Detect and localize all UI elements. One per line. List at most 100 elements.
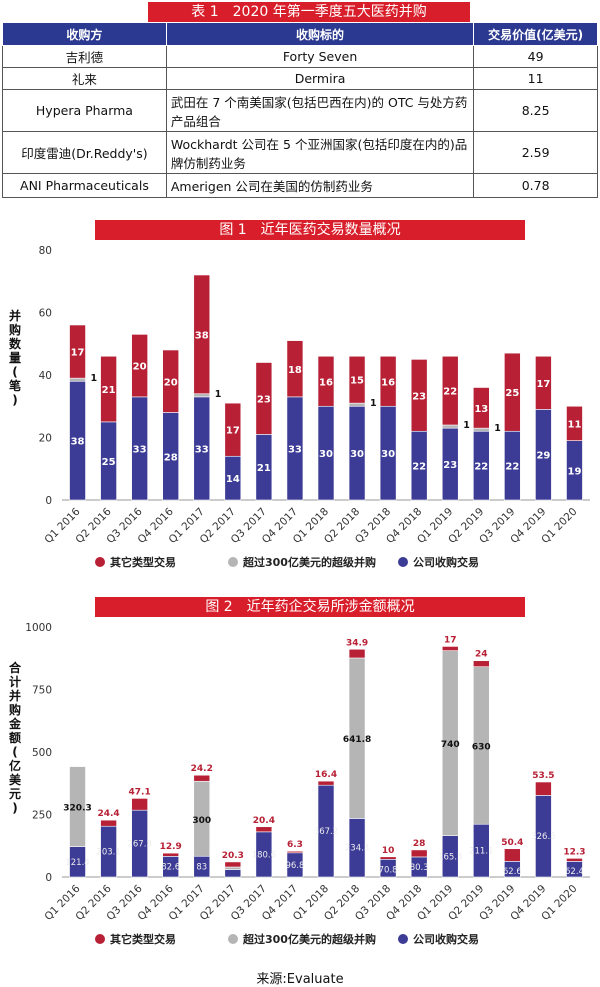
bar-segment xyxy=(224,402,242,457)
legend-marker xyxy=(398,934,408,944)
bar-segment xyxy=(100,355,117,423)
bar-segment xyxy=(379,856,397,860)
bar-segment xyxy=(100,819,117,827)
y-axis-label: 量 xyxy=(9,351,21,365)
bar-data-label: 6.3 xyxy=(287,840,303,850)
y-axis-label: 元 xyxy=(9,787,21,801)
bar-data-label: 23 xyxy=(443,460,457,471)
bar-data-label: 20.4 xyxy=(253,816,275,826)
table-row: 吉利德 Forty Seven 49 xyxy=(2,45,598,68)
chart2-title: 图 2 近年药企交易所涉金额概况 xyxy=(95,597,525,617)
bar-data-label: 234.3 xyxy=(345,844,369,854)
y-tick-label: 0 xyxy=(45,495,52,507)
bar-segment xyxy=(535,781,552,796)
bar-data-label: 1 xyxy=(91,373,98,384)
acquirer-cell: 吉利德 xyxy=(2,45,167,68)
bar-segment xyxy=(317,780,335,786)
legend-marker xyxy=(228,934,238,944)
deals-table: 收购方 收购标的 交易价值(亿美元) 吉利德 Forty Seven 49 礼来… xyxy=(2,22,598,198)
y-axis-label: ( xyxy=(12,745,17,759)
target-cell: 武田在 7 个南美国家(包括巴西在内)的 OTC 与处方药产品组合 xyxy=(165,89,475,132)
bar-segment xyxy=(286,340,304,398)
table-row: 礼来 Dermira 11 xyxy=(2,67,598,90)
bar-data-label: 22 xyxy=(443,387,457,398)
bar-data-label: 10 xyxy=(382,846,395,856)
y-tick-label: 500 xyxy=(32,747,52,759)
table-title: 表 1 2020 年第一季度五大医药并购 xyxy=(148,2,470,22)
bar-data-label: 20.3 xyxy=(222,851,244,861)
bar-data-label: 24.4 xyxy=(97,809,119,819)
bar-data-label: 30 xyxy=(381,449,395,460)
table-row: 印度雷迪(Dr.Reddy's) Wockhardt 公司在 5 个亚洲国家(包… xyxy=(2,131,598,174)
bar-segment xyxy=(441,355,459,426)
bar-data-label: 17 xyxy=(444,635,457,645)
y-axis-label: 数 xyxy=(9,336,22,351)
bar-segment xyxy=(535,355,552,410)
target-cell: Wockhardt 公司在 5 个亚洲国家(包括印度在内的)品牌仿制药业务 xyxy=(165,131,475,174)
bar-data-label: 16 xyxy=(319,377,333,388)
bar-data-label: 33 xyxy=(133,444,147,455)
y-axis-label: 额 xyxy=(9,730,21,745)
bar-data-label: 62.4 xyxy=(565,867,584,877)
bar-data-label: 20 xyxy=(133,362,147,373)
bar-segment xyxy=(162,349,180,413)
target-cell: Forty Seven xyxy=(165,45,475,68)
bar-data-label: 1 xyxy=(370,398,377,409)
value-cell: 11 xyxy=(473,67,598,90)
bar-data-label: 62.6 xyxy=(503,867,522,877)
acquirer-cell: 印度雷迪(Dr.Reddy's) xyxy=(2,131,167,174)
y-axis-label: 金 xyxy=(8,716,22,731)
y-axis-label: 购 xyxy=(9,322,21,337)
bar-data-label: 121.4 xyxy=(65,858,89,868)
bar-data-label: 1 xyxy=(494,423,501,434)
bar-data-label: 38 xyxy=(195,330,209,341)
value-cell: 49 xyxy=(473,45,598,68)
bar-segment xyxy=(504,848,521,862)
bar-segment xyxy=(224,866,242,870)
y-tick-label: 60 xyxy=(39,308,52,320)
bar-data-label: 12.9 xyxy=(160,842,182,852)
bar-data-label: 25 xyxy=(102,457,116,468)
bar-data-label: 28 xyxy=(413,839,426,849)
bar-data-label: 20 xyxy=(164,377,178,388)
bar-segment xyxy=(504,352,521,432)
bar-data-label: 22 xyxy=(412,462,426,473)
bar-data-label: 1 xyxy=(463,420,470,431)
bar-segment xyxy=(193,393,211,398)
legend-label: 超过300亿美元的超级并购 xyxy=(242,555,376,569)
acquirer-cell: 礼来 xyxy=(2,67,167,90)
bar-segment xyxy=(410,359,428,432)
bar-data-label: 23 xyxy=(257,394,271,405)
bar-data-label: 16.4 xyxy=(315,770,337,780)
bar-data-label: 28 xyxy=(164,452,178,463)
source-note: 来源:Evaluate xyxy=(256,972,344,987)
bar-data-label: 211.1 xyxy=(469,847,493,857)
legend-label: 其它类型交易 xyxy=(110,932,176,946)
bar-data-label: 96.8 xyxy=(285,861,304,871)
chart1-title: 图 1 近年医药交易数量概况 xyxy=(95,220,525,240)
acquirer-cell: ANI Pharmaceuticals xyxy=(2,173,167,198)
legend-marker xyxy=(228,557,238,567)
y-axis-label: 亿 xyxy=(9,758,21,773)
bar-data-label: 12.3 xyxy=(563,847,585,857)
y-axis-label: ( xyxy=(12,365,17,379)
bar-data-label: 21 xyxy=(102,385,116,396)
header-value: 交易价值(亿美元) xyxy=(473,22,598,46)
bar-data-label: 740 xyxy=(441,740,460,750)
header-target: 收购标的 xyxy=(165,22,475,46)
y-axis-label: 合 xyxy=(9,660,22,675)
bar-data-label: 80.3 xyxy=(410,863,429,873)
bar-data-label: 180.6 xyxy=(252,850,276,860)
y-axis-label: 购 xyxy=(9,702,21,717)
bar-segment xyxy=(441,424,459,429)
y-tick-label: 1000 xyxy=(25,622,52,634)
bar-data-label: 23 xyxy=(412,391,426,402)
bar-data-label: 17 xyxy=(536,379,550,390)
legend-label: 其它类型交易 xyxy=(110,555,176,569)
bar-segment xyxy=(286,850,304,854)
bar-data-label: 82.6 xyxy=(161,863,180,873)
bar-data-label: 53.5 xyxy=(532,771,554,781)
bar-data-label: 11 xyxy=(568,419,582,430)
y-tick-label: 0 xyxy=(45,872,52,884)
